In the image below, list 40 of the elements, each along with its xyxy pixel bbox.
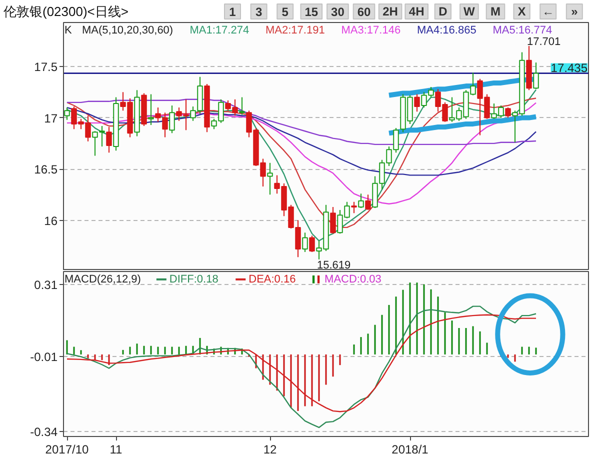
annotation: 17.701 xyxy=(527,36,561,48)
text: MA1:17.274 xyxy=(190,24,250,36)
y-tick-label: 17.5 xyxy=(34,60,58,74)
y-tick-label: 17 xyxy=(44,111,58,126)
text: 1 xyxy=(229,5,236,19)
legend-label: DIFF:0.18 xyxy=(169,274,218,286)
text: 5 xyxy=(282,5,289,19)
text: 60 xyxy=(357,5,371,19)
text: D xyxy=(438,4,448,18)
x-tick-label: 2017/10 xyxy=(45,442,90,456)
legend-label: DEA:0.16 xyxy=(248,274,296,286)
text: MA4:16.865 xyxy=(416,24,476,36)
text: 15 xyxy=(304,5,318,19)
text: 30 xyxy=(331,5,345,19)
text: MA5:16.774 xyxy=(492,24,552,36)
chart-title: MACD(26,12,9) xyxy=(64,274,141,286)
text: » xyxy=(571,4,578,18)
annotation: MA(5,10,20,30,60) xyxy=(82,24,174,36)
text: MA3:17.146 xyxy=(341,24,401,36)
text: X xyxy=(518,4,526,18)
y-tick-label: -0.01 xyxy=(30,350,58,364)
annotation: K xyxy=(64,24,72,36)
text: 3 xyxy=(255,5,262,19)
text: MA2:17.191 xyxy=(265,24,325,36)
text: 4H xyxy=(408,4,424,18)
x-tick-label: 11 xyxy=(110,442,123,456)
annotation: 15.619 xyxy=(317,259,351,272)
text: ← xyxy=(542,4,554,18)
legend-label: MACD:0.03 xyxy=(324,274,382,286)
y-tick-label: 16.5 xyxy=(34,162,58,177)
x-tick-label: 12 xyxy=(263,442,277,456)
y-tick-label: 0.31 xyxy=(34,278,58,292)
y-tick-label: 16 xyxy=(44,214,58,228)
y-tick-label: -0.34 xyxy=(30,424,58,439)
ref-line-label: 17.435 xyxy=(550,61,588,76)
text: M xyxy=(490,4,500,18)
text: 伦敦银(02300)<日线> xyxy=(4,4,128,19)
text: W xyxy=(464,4,476,18)
text: 2H xyxy=(382,4,398,18)
x-tick-label: 2018/1 xyxy=(392,442,429,456)
